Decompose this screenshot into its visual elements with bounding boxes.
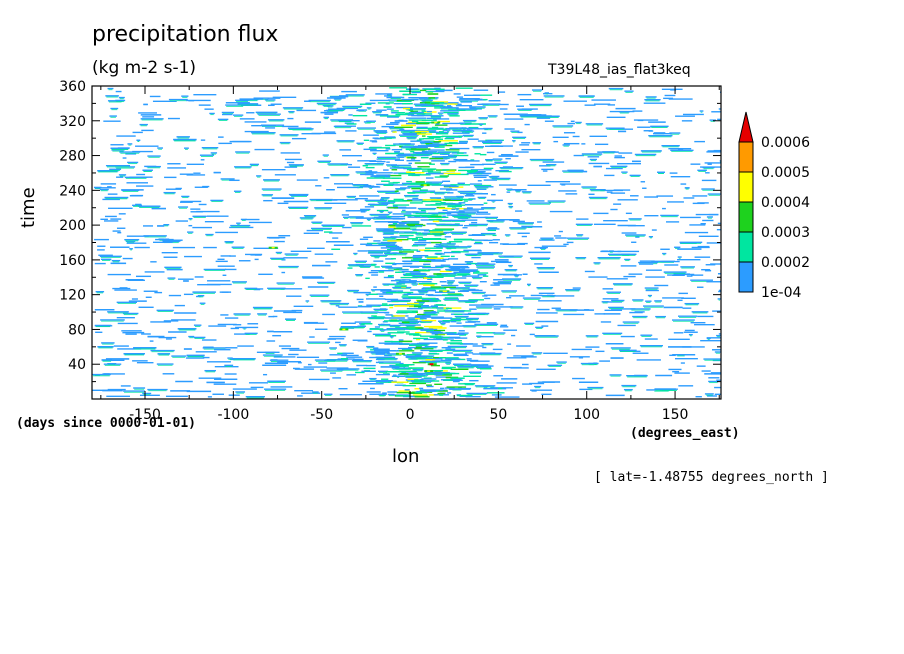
colorbar-segment [738, 171, 754, 203]
slice-label: [ lat=-1.48755 degrees_north ] [594, 470, 829, 485]
x-tick-label: 0 [406, 407, 415, 423]
colorbar-triangle [738, 111, 754, 143]
y-tick-label: 120 [59, 288, 86, 304]
heatmap-field [92, 87, 721, 399]
colorbar-label: 1e-04 [761, 285, 801, 301]
x-tick-label: 150 [662, 407, 689, 423]
x-tick-label: -150 [129, 407, 161, 423]
colorbar-segment [738, 231, 754, 263]
colorbar-segment [738, 201, 754, 233]
colorbar-label: 0.0002 [761, 255, 810, 271]
y-axis-units: (days since 0000-01-01) [16, 416, 197, 431]
x-tick-label: 50 [489, 407, 507, 423]
x-tick-label: -100 [217, 407, 249, 423]
colorbar-segment [738, 141, 754, 173]
colorbar-label: 0.0006 [761, 135, 810, 151]
y-tick-label: 200 [59, 218, 86, 234]
x-axis-units: (degrees_east) [630, 426, 740, 441]
y-tick-label: 320 [59, 114, 86, 130]
colorbar-segment [738, 261, 754, 293]
y-tick-label: 280 [59, 149, 86, 165]
y-tick-label: 240 [59, 183, 86, 199]
colorbar: 1e-04 0.0002 0.0003 0.0004 0.0005 0.0006 [738, 111, 810, 301]
colorbar-label: 0.0004 [761, 195, 810, 211]
colorbar-label: 0.0003 [761, 225, 810, 241]
y-tick-label: 40 [68, 357, 86, 373]
y-tick-label: 160 [59, 253, 86, 269]
colorbar-label: 0.0005 [761, 165, 810, 181]
chart-title: precipitation flux [92, 22, 279, 47]
x-tick-label: -50 [310, 407, 333, 423]
y-axis: 40 80 120 160 200 240 280 320 360 [59, 79, 721, 383]
run-label: T39L48_ias_flat3keq [548, 62, 691, 78]
x-axis: -150 -100 -50 0 50 100 150 [100, 86, 720, 423]
x-tick-label: 100 [573, 407, 600, 423]
y-tick-label: 80 [68, 322, 86, 338]
y-tick-label: 360 [59, 79, 86, 95]
x-axis-label: lon [392, 446, 420, 467]
chart-units: (kg m-2 s-1) [92, 58, 197, 78]
